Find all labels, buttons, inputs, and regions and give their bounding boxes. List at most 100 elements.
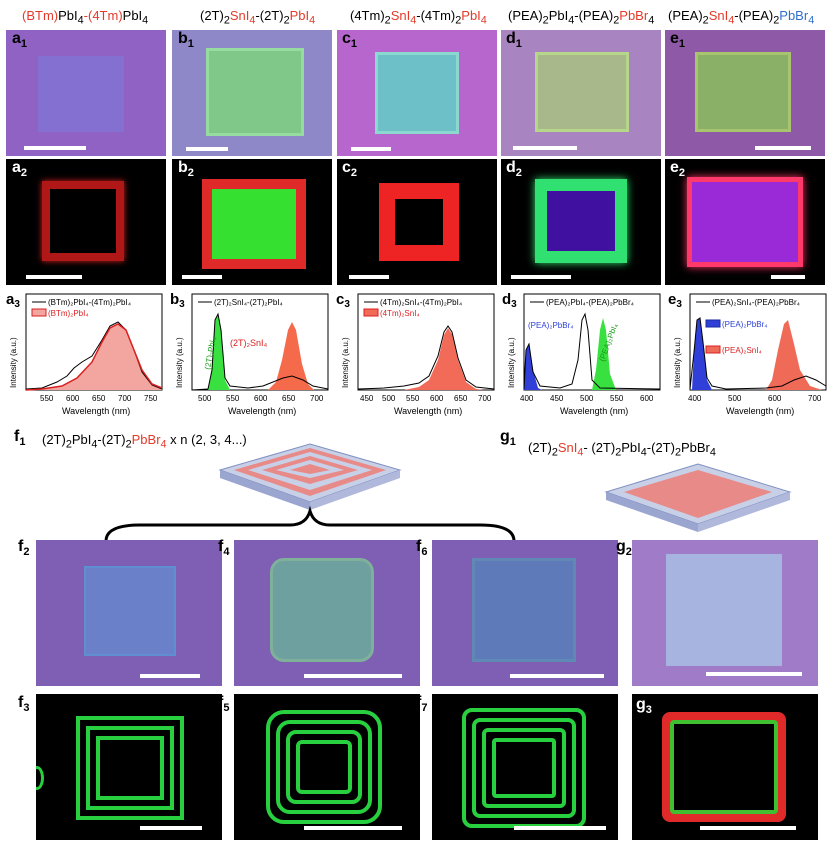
title-b: (2T)2SnI4-(2T)2PbI4 (200, 8, 316, 27)
label-e2: e2 (670, 159, 686, 180)
xlabel-d3: Wavelength (nm) (560, 406, 628, 416)
label-b2: b2 (178, 159, 194, 180)
label-d1: d1 (506, 30, 522, 51)
label-c1: c1 (342, 30, 358, 51)
label-f3: f3 (18, 694, 30, 715)
label-e1: e1 (670, 30, 686, 51)
optical-image-f2 (36, 540, 222, 686)
legend-a3-fill: (BTm)₂PbI₄ (48, 309, 89, 318)
svg-text:750: 750 (144, 394, 158, 403)
legend-e3-blue: (PEA)₂PbBr₄ (722, 320, 768, 329)
legend-e3-line: (PEA)₂SnI₄-(PEA)₂PbBr₄ (712, 298, 800, 307)
optical-image-f6 (432, 540, 618, 686)
spectrum-b3: b3 (2T)₂SnI₄-(2T)₂PbI₄ (2T)₂PbI₄ (2T)₂Sn… (170, 291, 329, 416)
svg-text:600: 600 (768, 394, 782, 403)
ylabel-d3: Intensity (a.u.) (507, 337, 516, 388)
label-a2: a2 (12, 159, 28, 180)
pl-image-d2 (501, 159, 661, 285)
svg-text:600: 600 (640, 394, 654, 403)
label-d2: d2 (506, 159, 522, 180)
svg-text:700: 700 (808, 394, 822, 403)
pl-image-g3 (632, 694, 818, 840)
pl-image-b2 (172, 159, 332, 285)
label-a3: a3 (6, 291, 20, 310)
label-f6: f6 (416, 538, 428, 559)
annotation-d3-blue: (PEA)₂PbBr₄ (528, 321, 574, 330)
schematic-g1 (604, 463, 792, 532)
pl-image-e2 (665, 159, 825, 285)
label-g1: g1 (500, 428, 516, 449)
legend-e3-red: (PEA)₂SnI₄ (722, 346, 762, 355)
label-f5: f5 (218, 694, 230, 715)
pl-image-f5 (234, 694, 420, 840)
svg-text:450: 450 (360, 394, 374, 403)
svg-text:550: 550 (610, 394, 624, 403)
svg-text:650: 650 (92, 394, 106, 403)
xlabel-c3: Wavelength (nm) (394, 406, 462, 416)
svg-text:650: 650 (454, 394, 468, 403)
pl-image-f3 (36, 694, 222, 840)
label-g3: g3 (636, 696, 652, 717)
label-c2: c2 (342, 159, 358, 180)
optical-image-g2 (632, 540, 818, 686)
label-f1: f1 (14, 428, 26, 449)
spectrum-e3: e3 (PEA)₂SnI₄-(PEA)₂PbBr₄ (PEA)₂PbBr₄ (P… (668, 291, 827, 416)
label-f7: f7 (416, 694, 428, 715)
xlabel-e3: Wavelength (nm) (726, 406, 794, 416)
svg-text:700: 700 (310, 394, 324, 403)
optical-image-c1 (337, 30, 497, 156)
annotation-b3-red: (2T)₂SnI₄ (230, 338, 267, 348)
legend-a3-line: (BTm)₂PbI₄-(4Tm)₂PbI₄ (48, 298, 131, 307)
svg-text:650: 650 (282, 394, 296, 403)
svg-text:400: 400 (520, 394, 534, 403)
pl-image-c2 (337, 159, 497, 285)
svg-text:500: 500 (728, 394, 742, 403)
pl-image-f7 (432, 694, 618, 840)
legend-d3-line: (PEA)₂PbI₄-(PEA)₂PbBr₄ (546, 298, 634, 307)
svg-text:500: 500 (580, 394, 594, 403)
spectrum-a3: a3 (BTm)₂PbI₄-(4Tm)₂PbI₄ (BTm)₂PbI₄ Inte… (6, 291, 163, 416)
ylabel-e3: Intensity (a.u.) (673, 337, 682, 388)
xlabel-b3: Wavelength (nm) (228, 406, 296, 416)
ylabel-a3: Intensity (a.u.) (9, 337, 18, 388)
legend-c3-line: (4Tm)₂SnI₄-(4Tm)₂PbI₄ (380, 298, 462, 307)
svg-text:700: 700 (118, 394, 132, 403)
label-f2: f2 (18, 538, 30, 559)
svg-text:600: 600 (430, 394, 444, 403)
svg-text:550: 550 (406, 394, 420, 403)
svg-text:400: 400 (688, 394, 702, 403)
label-c3: c3 (336, 291, 350, 310)
title-g1: (2T)2SnI4- (2T)2PbI4-(2T)2PbBr4 (528, 440, 716, 459)
svg-text:550: 550 (40, 394, 54, 403)
label-f4: f4 (218, 538, 230, 559)
svg-text:600: 600 (254, 394, 268, 403)
schematic-f1 (218, 443, 402, 510)
optical-image-b1 (172, 30, 332, 156)
xlabel-a3: Wavelength (nm) (62, 406, 130, 416)
ylabel-c3: Intensity (a.u.) (341, 337, 350, 388)
svg-text:600: 600 (66, 394, 80, 403)
label-a1: a1 (12, 30, 28, 51)
legend-b3-line: (2T)₂SnI₄-(2T)₂PbI₄ (214, 298, 283, 307)
title-f1: (2T)2PbI4-(2T)2PbBr4 x n (2, 3, 4...) (42, 432, 247, 451)
svg-text:500: 500 (198, 394, 212, 403)
label-d3: d3 (502, 291, 517, 310)
title-e: (PEA)2SnI4-(PEA)2PbBr4 (668, 8, 815, 27)
legend-c3-fill: (4Tm)₂SnI₄ (380, 309, 420, 318)
spectrum-d3: d3 (PEA)₂PbI₄-(PEA)₂PbBr₄ (PEA)₂PbBr₄ (P… (502, 291, 661, 416)
title-d: (PEA)2PbI4-(PEA)2PbBr4 (508, 8, 655, 27)
label-b3: b3 (170, 291, 185, 310)
spectrum-c3: c3 (4Tm)₂SnI₄-(4Tm)₂PbI₄ (4Tm)₂SnI₄ Inte… (336, 291, 495, 416)
pl-image-a2 (6, 159, 166, 285)
label-b1: b1 (178, 30, 194, 51)
label-e3: e3 (668, 291, 682, 310)
svg-text:450: 450 (550, 394, 564, 403)
optical-image-d1 (501, 30, 661, 156)
optical-image-f4 (234, 540, 420, 686)
grouping-brace (104, 505, 516, 542)
ylabel-b3: Intensity (a.u.) (175, 337, 184, 388)
svg-text:700: 700 (478, 394, 492, 403)
optical-image-e1 (665, 30, 825, 156)
title-a: (BTm)PbI4-(4Tm)PbI4 (22, 8, 149, 27)
optical-image-a1 (6, 30, 166, 156)
